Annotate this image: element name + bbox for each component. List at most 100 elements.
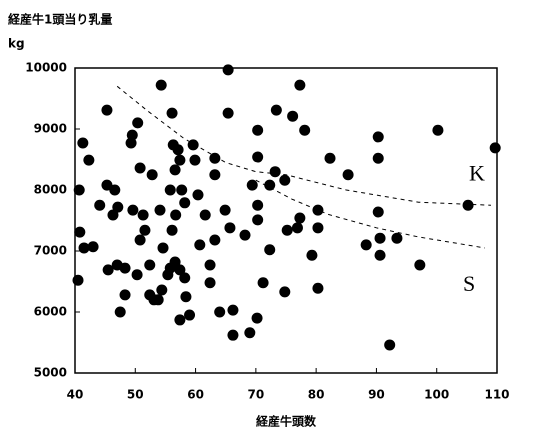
point	[252, 151, 264, 163]
point	[281, 224, 293, 236]
point	[489, 142, 501, 154]
point	[132, 117, 144, 129]
point	[137, 209, 149, 221]
point	[107, 209, 119, 221]
point	[166, 224, 178, 236]
point	[269, 166, 281, 178]
point	[83, 154, 95, 166]
y-tick-label: 8000	[34, 183, 67, 197]
point	[184, 309, 196, 321]
point	[179, 197, 191, 209]
y-tick-label: 5000	[34, 366, 67, 380]
point	[222, 64, 234, 76]
y-tick-label: 9000	[34, 122, 67, 136]
point	[312, 222, 324, 234]
point	[209, 234, 221, 246]
point	[209, 152, 221, 164]
point	[126, 129, 138, 141]
point	[204, 277, 216, 289]
point	[432, 124, 444, 136]
point	[372, 152, 384, 164]
point	[134, 162, 146, 174]
point	[264, 179, 276, 191]
point	[294, 212, 306, 224]
point	[94, 199, 106, 211]
point	[74, 226, 86, 238]
point	[174, 314, 186, 326]
point	[252, 214, 264, 226]
point	[209, 169, 221, 181]
point	[134, 234, 146, 246]
x-tick-label: 100	[424, 388, 449, 402]
chart-title: 経産牛1頭当り乳量	[8, 12, 112, 27]
point	[224, 222, 236, 234]
point	[166, 107, 178, 119]
point	[374, 249, 386, 261]
point	[227, 304, 239, 316]
point	[139, 224, 151, 236]
x-tick-label: 60	[187, 388, 204, 402]
y-tick-label: 10000	[25, 61, 67, 75]
point	[239, 229, 251, 241]
point	[312, 282, 324, 294]
x-tick-label: 40	[67, 388, 84, 402]
point	[87, 241, 99, 253]
point	[164, 262, 176, 274]
point	[156, 284, 168, 296]
point	[144, 259, 156, 271]
point	[127, 204, 139, 216]
x-tick-label: 50	[127, 388, 144, 402]
point	[101, 104, 113, 116]
boundary-curve	[116, 85, 491, 206]
point	[462, 199, 474, 211]
point	[372, 131, 384, 143]
point	[164, 184, 176, 196]
boundary-curve	[255, 179, 486, 249]
x-axis-label: 経産牛頭数	[256, 414, 317, 429]
point	[78, 242, 90, 254]
point	[252, 199, 264, 211]
point	[194, 239, 206, 251]
point	[77, 137, 89, 149]
point	[306, 249, 318, 261]
y-tick-label: 6000	[34, 305, 67, 319]
point	[279, 286, 291, 298]
point	[192, 189, 204, 201]
point	[264, 244, 276, 256]
point	[257, 277, 269, 289]
point	[360, 239, 372, 251]
point	[384, 339, 396, 351]
curve-label: K	[469, 160, 485, 185]
point	[102, 264, 114, 276]
point	[324, 152, 336, 164]
point	[112, 201, 124, 213]
point	[287, 110, 299, 122]
point	[227, 329, 239, 341]
point	[252, 124, 264, 136]
point	[270, 104, 282, 116]
curve-label: S	[463, 271, 475, 296]
point	[101, 179, 113, 191]
point	[246, 179, 258, 191]
point	[204, 259, 216, 271]
point	[222, 107, 234, 119]
x-tick-label: 80	[308, 388, 325, 402]
point	[131, 269, 143, 281]
point	[391, 232, 403, 244]
point	[157, 242, 169, 254]
point	[155, 79, 167, 91]
point	[170, 209, 182, 221]
point	[152, 294, 164, 306]
point	[299, 124, 311, 136]
point	[414, 259, 426, 271]
point	[109, 184, 121, 196]
point	[251, 312, 263, 324]
point	[342, 169, 354, 181]
plot-frame	[74, 67, 498, 374]
point	[374, 232, 386, 244]
point	[119, 262, 131, 274]
x-tick-label: 70	[248, 388, 265, 402]
point	[214, 306, 226, 318]
